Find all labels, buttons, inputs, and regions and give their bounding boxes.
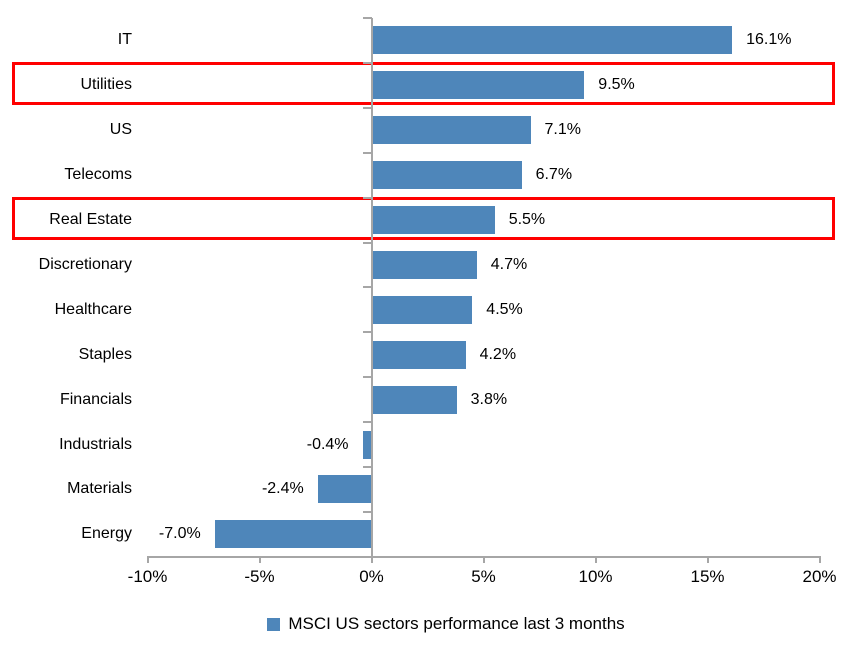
category-axis-tick — [362, 17, 372, 19]
category-axis-tick — [362, 376, 372, 379]
value-label: 7.1% — [544, 121, 581, 139]
x-tick-label: -10% — [127, 567, 168, 586]
x-axis-tick — [258, 556, 261, 563]
category-label: Real Estate — [49, 211, 132, 229]
category-label: Telecoms — [64, 166, 132, 184]
x-axis-tick — [594, 556, 597, 563]
x-tick-label: 20% — [802, 567, 837, 586]
value-label: -7.0% — [158, 525, 201, 543]
value-label: 9.5% — [598, 76, 635, 94]
x-axis-tick — [370, 556, 373, 563]
bar — [371, 250, 477, 279]
category-label: Materials — [67, 480, 132, 498]
category-axis-tick — [362, 196, 372, 199]
value-label: 16.1% — [746, 31, 792, 49]
category-label: Financials — [59, 390, 132, 408]
category-label: IT — [117, 31, 132, 49]
value-label: 3.8% — [470, 390, 508, 408]
bar — [371, 71, 585, 100]
category-label: Energy — [81, 525, 132, 543]
value-label: 6.7% — [535, 166, 573, 184]
category-label: Industrials — [59, 435, 132, 453]
value-label: -0.4% — [306, 435, 349, 453]
x-tick-label: -5% — [244, 567, 275, 586]
category-label: US — [109, 121, 132, 139]
bar — [317, 475, 372, 504]
bar — [214, 520, 372, 549]
category-label: Staples — [78, 345, 132, 363]
x-axis-tick — [146, 556, 149, 563]
y-axis-line — [370, 18, 373, 563]
value-label: 5.5% — [508, 211, 546, 229]
x-axis-tick — [482, 556, 485, 563]
value-label: 4.2% — [479, 345, 517, 363]
category-axis-tick — [362, 151, 372, 154]
x-tick-label: 15% — [690, 567, 725, 586]
category-axis-tick — [362, 331, 372, 334]
bar — [371, 206, 495, 235]
legend-marker-icon — [267, 617, 281, 631]
x-tick-label: 0% — [359, 567, 384, 586]
value-label: 4.5% — [486, 300, 523, 318]
category-axis-tick — [362, 106, 372, 109]
bar — [371, 295, 473, 324]
legend-label: MSCI US sectors performance last 3 month… — [288, 614, 625, 633]
bar — [371, 340, 466, 369]
category-label: Utilities — [80, 76, 132, 94]
value-label: 4.7% — [490, 255, 528, 273]
category-axis-tick — [362, 510, 372, 513]
category-axis-tick — [362, 466, 372, 468]
x-axis-tick — [706, 556, 709, 563]
legend: MSCI US sectors performance last 3 month… — [0, 611, 852, 637]
category-label: Discretionary — [38, 255, 132, 273]
category-axis-tick — [362, 241, 372, 244]
bar — [362, 430, 372, 459]
category-axis-tick — [362, 286, 372, 289]
category-label: Healthcare — [54, 300, 132, 318]
bar — [371, 116, 531, 145]
x-tick-label: 5% — [471, 567, 496, 586]
category-axis-tick — [362, 421, 372, 424]
category-axis-tick — [362, 61, 372, 64]
bar — [371, 385, 457, 414]
x-axis-tick — [818, 556, 821, 563]
value-label: -2.4% — [261, 480, 304, 498]
x-tick-label: 10% — [578, 567, 613, 586]
bar — [371, 26, 733, 55]
bar — [371, 161, 522, 190]
